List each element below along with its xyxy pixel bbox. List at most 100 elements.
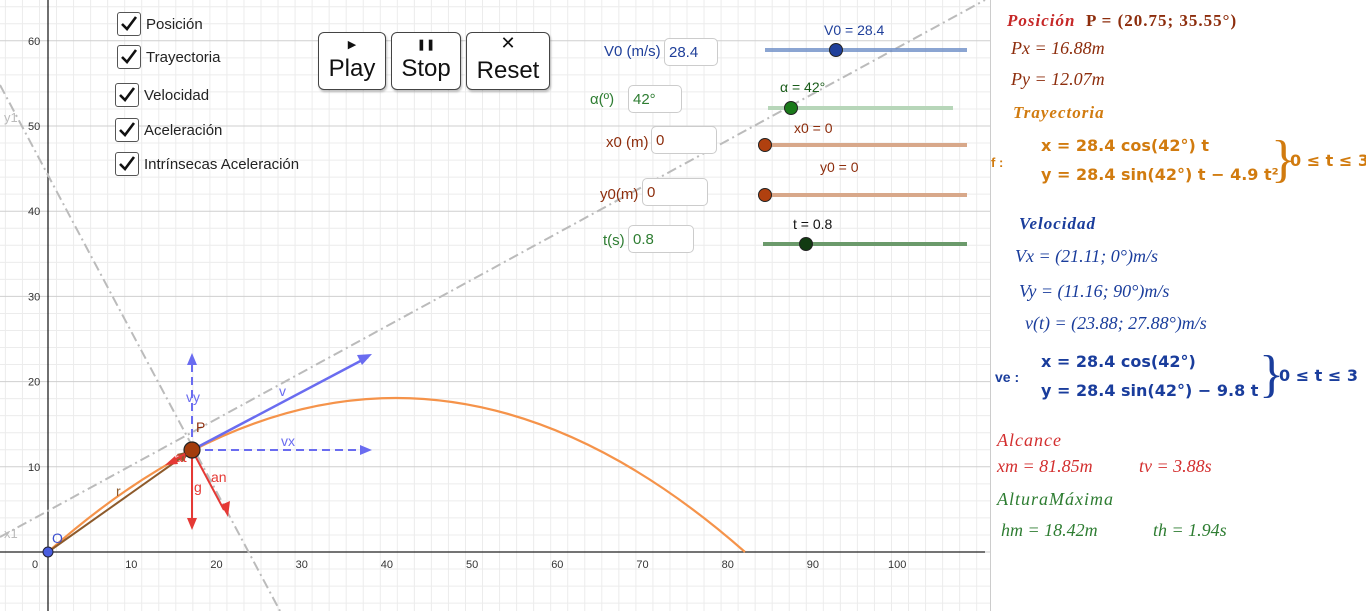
stop-button[interactable]: ❚❚ Stop: [391, 32, 461, 90]
ve-name: ve :: [995, 369, 1020, 385]
x1-line: [0, 0, 986, 538]
y-tick-label: 60: [28, 36, 40, 48]
y-tick-label: 50: [28, 121, 40, 133]
checkbox-4[interactable]: Intrínsecas Aceleración: [115, 152, 299, 176]
slider-v0-label: V0 = 28.4: [824, 22, 885, 38]
hm-value: hm = 18.42m: [1001, 520, 1098, 540]
v-label: v: [279, 383, 286, 399]
t-input[interactable]: 0.8: [628, 225, 694, 253]
g-vector-head: [187, 518, 197, 530]
graphics-view[interactable]: 0 10 20 30 40 50 60 70 80 90 100 10 20 30 40 50 60 O P: [0, 0, 990, 612]
slider-y0-label: y0 = 0: [820, 159, 859, 175]
origin-point[interactable]: [42, 546, 54, 558]
point-label: P: [196, 419, 205, 435]
plot-canvas[interactable]: 0 10 20 30 40 50 60 70 80 90 100 10 20 30 40 50 60 O P: [0, 0, 990, 612]
at-label: at: [175, 449, 187, 465]
y0-input[interactable]: 0: [642, 178, 708, 206]
slider-y0-handle[interactable]: [758, 188, 772, 202]
vx-vector-head: [360, 445, 372, 455]
checkmark-icon: [119, 122, 136, 137]
vy-label: vy: [186, 389, 200, 405]
trajectory-curve: [47, 396, 746, 553]
checkbox-box[interactable]: [115, 83, 139, 107]
checkbox-box[interactable]: [117, 12, 141, 36]
slider-t-label: t = 0.8: [793, 216, 833, 232]
g-label: g: [194, 479, 202, 495]
vx-label: vx: [281, 433, 295, 449]
y-tick-label: 30: [28, 291, 40, 303]
py-value: Py = 12.07m: [1011, 69, 1105, 89]
x-tick-label: 60: [551, 559, 563, 571]
alpha-input[interactable]: 42°: [628, 85, 682, 113]
xm-value: xm = 81.85m: [997, 456, 1093, 476]
alt-title: AlturaMáxima: [997, 489, 1114, 509]
checkmark-icon: [121, 49, 138, 64]
vt-value: v(t) = (23.88; 27.88°)m/s: [1025, 313, 1207, 333]
y-tick-label: 40: [28, 206, 40, 218]
play-button[interactable]: ▶ Play: [318, 32, 386, 90]
checkbox-1[interactable]: Trayectoria: [117, 45, 220, 69]
play-icon: ▶: [347, 39, 357, 51]
y-tick-label: 10: [28, 462, 40, 474]
checkbox-label: Trayectoria: [146, 48, 221, 66]
x-tick-label: 40: [381, 559, 393, 571]
vel-title: Velocidad: [1019, 214, 1096, 233]
at-vector-head: [165, 456, 178, 465]
t-input-label: t(s): [603, 232, 625, 249]
pos-title: Posición P = (20.75; 35.55°): [1007, 11, 1238, 30]
x0-input[interactable]: 0: [651, 126, 717, 154]
checkbox-2[interactable]: Velocidad: [115, 83, 209, 107]
tray-y: y = 28.4 sin(42°) t − 4.9 t²: [1041, 165, 1279, 184]
checkbox-label: Velocidad: [144, 86, 210, 104]
v0-input[interactable]: 28.4: [664, 38, 718, 66]
tray-range: 0 ≤ t ≤ 3: [1290, 151, 1366, 170]
checkbox-box[interactable]: [115, 152, 139, 176]
point-p[interactable]: [183, 441, 201, 459]
vy-vector-head: [187, 353, 197, 365]
checkbox-0[interactable]: Posición: [117, 12, 203, 36]
checkmark-icon: [119, 156, 136, 171]
x-tick-label: 20: [210, 559, 222, 571]
pause-icon: ❚❚: [416, 39, 436, 51]
slider-x0-handle[interactable]: [758, 138, 772, 152]
r-vector: [47, 454, 186, 553]
slider-alpha-handle[interactable]: [784, 101, 798, 115]
x-tick-label: 70: [636, 559, 648, 571]
vx-value: Vx = (21.11; 0°)m/s: [1015, 246, 1158, 266]
tray-x: x = 28.4 cos(42°) t: [1041, 136, 1210, 155]
ve-x: x = 28.4 cos(42°): [1041, 352, 1196, 371]
pos-eq: P = (20.75; 35.55°): [1085, 11, 1238, 30]
v0-input-label: V0 (m/s): [604, 43, 661, 60]
checkmark-icon: [121, 16, 138, 31]
checkbox-box[interactable]: [117, 45, 141, 69]
x-tick-label: 80: [722, 559, 734, 571]
th-value: th = 1.94s: [1153, 520, 1227, 540]
y0-input-label: y0(m): [600, 186, 639, 203]
v-vector-head: [357, 354, 372, 365]
tray-name: f :: [991, 155, 1004, 170]
tray-title: Trayectoria: [1013, 103, 1105, 122]
x-tick-label: 50: [466, 559, 478, 571]
alc-title: Alcance: [997, 430, 1062, 450]
slider-t-handle[interactable]: [799, 237, 813, 251]
slider-alpha-label: α = 42°: [780, 79, 825, 95]
ve-range: 0 ≤ t ≤ 3: [1279, 366, 1359, 385]
play-button-label: Play: [328, 55, 376, 82]
x-tick-label: 10: [125, 559, 137, 571]
an-vector-head: [221, 501, 230, 517]
reset-button[interactable]: ✕ Reset: [466, 32, 550, 90]
x-tick-label: 30: [296, 559, 308, 571]
origin-label: O: [52, 530, 63, 546]
checkbox-label: Posición: [146, 15, 203, 33]
algebra-panel: Posición P = (20.75; 35.55°) Px = 16.88m…: [990, 0, 1366, 611]
slider-x0-label: x0 = 0: [794, 120, 833, 136]
y1-label: y1: [4, 110, 18, 125]
checkbox-3[interactable]: Aceleración: [115, 118, 222, 142]
x-tick-label: 0: [32, 559, 38, 571]
stop-button-label: Stop: [401, 55, 451, 82]
slider-v0-handle[interactable]: [829, 43, 843, 57]
checkbox-box[interactable]: [115, 118, 139, 142]
x0-input-label: x0 (m): [606, 134, 649, 151]
x-tick-label: 90: [807, 559, 819, 571]
checkbox-label: Aceleración: [144, 121, 223, 139]
